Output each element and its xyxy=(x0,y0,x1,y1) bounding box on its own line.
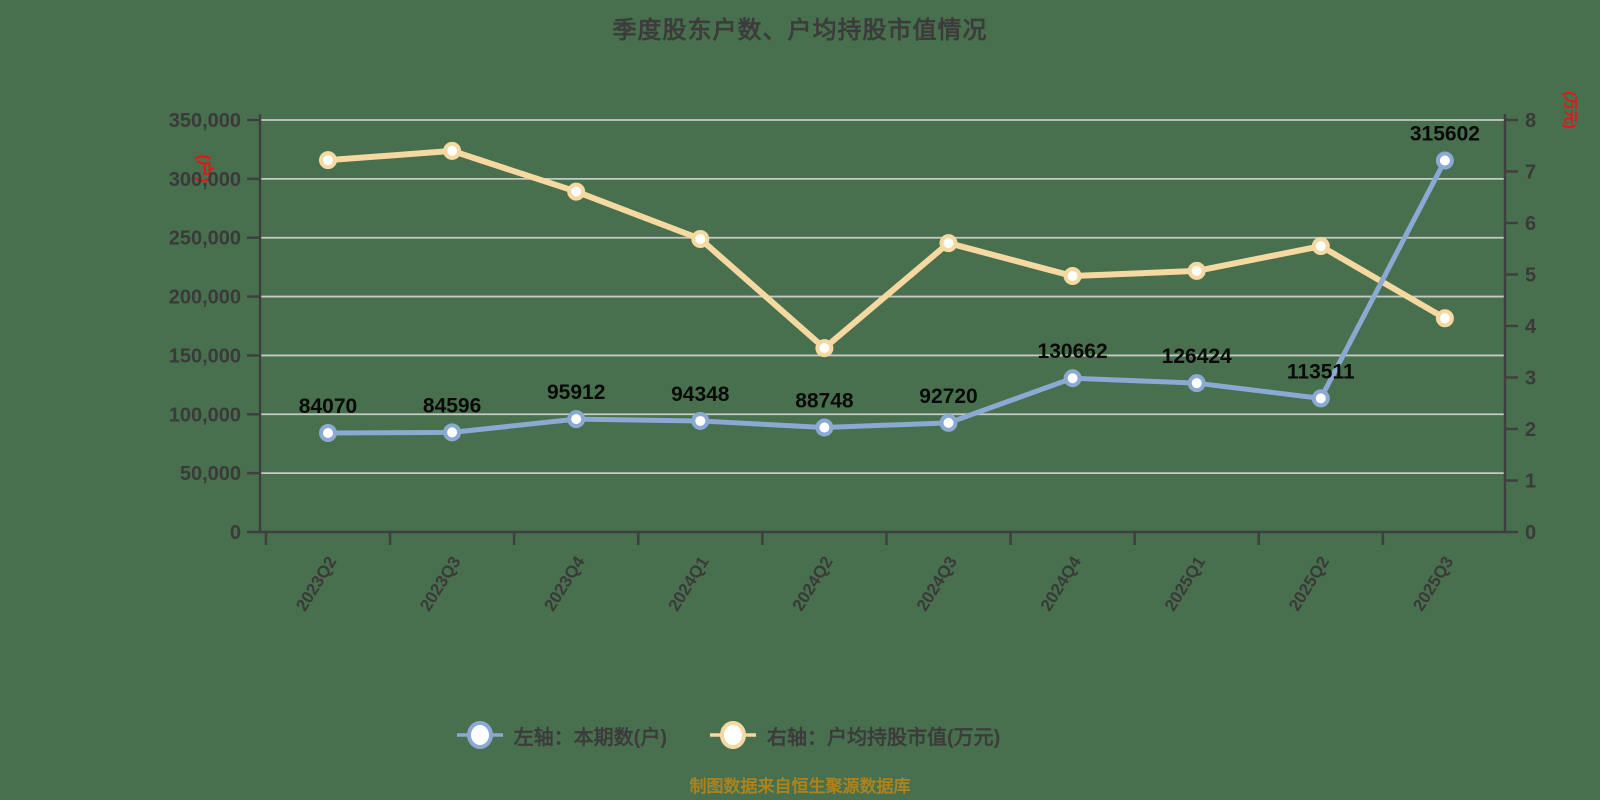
footer-note: 制图数据来自恒生聚源数据库 xyxy=(689,777,911,796)
data-label: 94348 xyxy=(671,383,730,406)
right-tick-label: 5 xyxy=(1525,265,1536,287)
series-left-line xyxy=(325,157,1448,436)
data-label: 88748 xyxy=(795,390,854,413)
x-tick-label: 2023Q3 xyxy=(416,553,464,614)
series-right-marker xyxy=(319,151,337,170)
series-left-marker xyxy=(567,410,586,429)
data-label: 113511 xyxy=(1287,360,1355,383)
legend-marker-circle xyxy=(466,721,493,749)
right-tick-label: 7 xyxy=(1525,162,1536,184)
series-right-marker xyxy=(567,182,586,201)
right-tick-label: 1 xyxy=(1525,471,1536,493)
data-label: 130662 xyxy=(1038,340,1108,363)
left-tick-label: 250,000 xyxy=(169,228,241,250)
x-tick-label: 2024Q4 xyxy=(1037,553,1085,615)
right-tick-label: 4 xyxy=(1525,316,1537,338)
series-right-marker xyxy=(1435,309,1454,328)
series-right-marker xyxy=(691,229,710,248)
left-tick-label: 100,000 xyxy=(169,404,241,426)
series-right-marker xyxy=(1187,261,1206,280)
series-left-marker xyxy=(1435,151,1454,170)
data-label: 126424 xyxy=(1162,345,1232,368)
series-right-marker xyxy=(815,339,834,358)
x-tick-label: 2023Q4 xyxy=(540,553,588,615)
data-label: 95912 xyxy=(547,381,605,404)
x-tick-label: 2025Q1 xyxy=(1161,553,1209,614)
x-tick-label: 2024Q3 xyxy=(913,553,961,614)
x-tick-label: 2024Q1 xyxy=(665,553,713,614)
x-tick-label: 2025Q3 xyxy=(1409,553,1457,614)
left-tick-label: 200,000 xyxy=(169,287,241,309)
series-right-line xyxy=(325,147,1448,352)
data-label: 84070 xyxy=(299,395,357,418)
series-left-marker xyxy=(443,423,462,442)
series-left-marker xyxy=(1311,389,1330,408)
legend-label: 左轴：本期数(户) xyxy=(513,726,667,749)
right-tick-label: 2 xyxy=(1525,419,1536,441)
right-tick-label: 3 xyxy=(1525,368,1536,390)
series-left-marker xyxy=(1063,369,1082,388)
x-tick-label: 2025Q2 xyxy=(1285,553,1333,614)
legend-marker-circle xyxy=(720,721,746,749)
data-label: 315602 xyxy=(1410,122,1480,145)
legend-item-left-series[interactable]: 左轴：本期数(户) xyxy=(456,720,667,750)
left-tick-label: 0 xyxy=(230,522,241,544)
line-marker-icon xyxy=(456,721,503,749)
line-marker-icon xyxy=(710,721,756,749)
legend-item-right-series[interactable]: 右轴：户均持股市值(万元) xyxy=(709,720,1000,750)
legend: 左轴：本期数(户) 右轴：户均持股市值(万元) xyxy=(0,720,1528,750)
series-left-marker xyxy=(815,418,834,437)
right-tick-label: 0 xyxy=(1525,522,1536,544)
left-tick-label: 350,000 xyxy=(169,110,241,132)
x-tick-label: 2024Q2 xyxy=(789,553,837,614)
series-right-marker xyxy=(443,141,462,160)
series-left-marker xyxy=(691,411,710,430)
series-left-marker xyxy=(1187,374,1206,393)
series-right-marker xyxy=(1311,237,1330,256)
series-right-marker xyxy=(1063,267,1082,286)
right-tick-label: 8 xyxy=(1525,110,1536,132)
series-right-marker xyxy=(939,234,958,253)
chart-title: 季度股东户数、户均持股市值情况 xyxy=(612,17,988,44)
legend-label: 右轴：户均持股市值(万元) xyxy=(767,726,1001,749)
right-tick-label: 6 xyxy=(1525,213,1536,235)
left-tick-label: 50,000 xyxy=(180,463,241,485)
series-left-marker xyxy=(939,413,958,432)
data-label: 92720 xyxy=(919,385,977,408)
series-left-marker xyxy=(319,424,337,443)
x-tick-label: 2023Q2 xyxy=(292,553,340,614)
left-tick-label: 150,000 xyxy=(169,345,241,367)
left-tick-label: 300,000 xyxy=(169,169,241,191)
data-label: 84596 xyxy=(423,394,481,417)
